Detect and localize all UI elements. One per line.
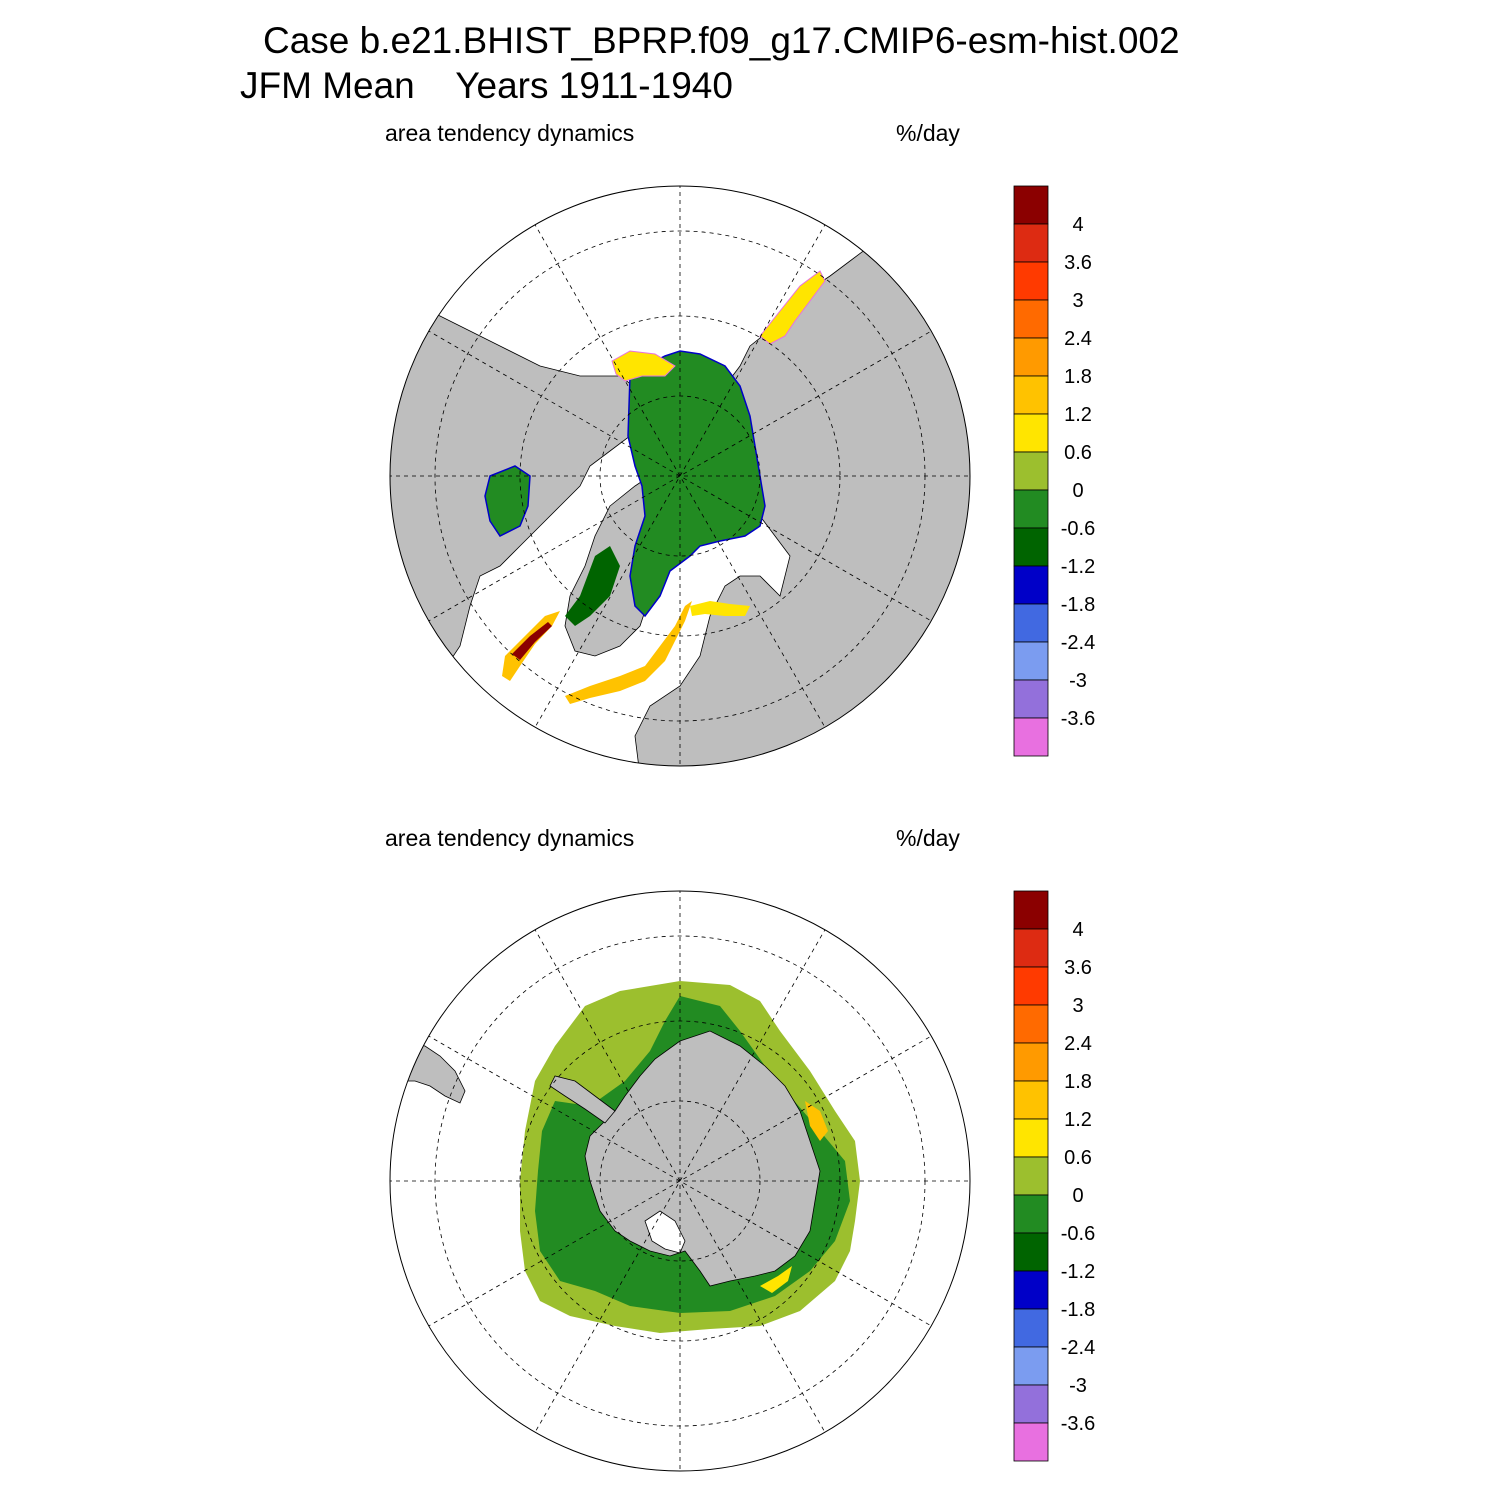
colorbar-tick-label: 0 — [1072, 1185, 1083, 1207]
colorbar-swatch — [1013, 1346, 1049, 1386]
colorbar-tick-label: 0 — [1072, 480, 1083, 502]
figure-title-line-2: JFM Mean Years 1911-1940 — [240, 65, 733, 106]
greenland-sea-ice-edge — [565, 601, 692, 704]
colorbar-tick-label: 3 — [1072, 290, 1083, 312]
panel-variable-label: area tendency dynamics — [385, 825, 635, 851]
graticule — [390, 186, 970, 766]
colorbar-tick-label: -2.4 — [1061, 632, 1095, 654]
colorbar-swatch — [1013, 890, 1049, 930]
colorbar-tick-label: -0.6 — [1061, 518, 1095, 540]
colorbar-tick-label: -3.6 — [1061, 1413, 1095, 1435]
colorbar-swatch — [1013, 1308, 1049, 1348]
colorbar-swatch — [1013, 1118, 1049, 1158]
ross-sea — [644, 1210, 686, 1254]
colorbar-tick-label: -3 — [1069, 670, 1087, 692]
colorbar-tick-label: 1.8 — [1064, 1071, 1092, 1093]
colorbar-swatch — [1013, 1156, 1049, 1196]
colorbar-swatch — [1013, 565, 1049, 605]
arctic-ice — [627, 350, 766, 618]
colorbar-tick-label: 0.6 — [1064, 1147, 1092, 1169]
barents-ice-edge — [690, 601, 750, 616]
colorbar-swatch — [1013, 1080, 1049, 1120]
panel-units-label: %/day — [896, 120, 960, 146]
colorbar-swatch — [1013, 489, 1049, 529]
colorbar-swatch — [1013, 1004, 1049, 1044]
hudson-bay — [484, 465, 531, 537]
map-boundary — [389, 890, 971, 1472]
south-polar-panel: area tendency dynamics %/day — [0, 815, 1500, 1500]
colorbar-swatch — [1013, 679, 1049, 719]
colorbar-tick-label: 1.2 — [1064, 404, 1092, 426]
ross-ice-increase — [760, 1266, 792, 1293]
colorbar-tick-label: -1.2 — [1061, 1261, 1095, 1283]
colorbar-swatch — [1013, 1194, 1049, 1234]
colorbar-tick-label: 1.8 — [1064, 366, 1092, 388]
colorbar-tick-label: 3.6 — [1064, 957, 1092, 979]
panel-variable-label: area tendency dynamics — [385, 120, 635, 146]
colorbar-swatch — [1013, 261, 1049, 301]
colorbar-swatch — [1013, 717, 1049, 757]
colorbar-tick-label: -2.4 — [1061, 1337, 1095, 1359]
colorbar-tick-label: 2.4 — [1064, 328, 1092, 350]
map-boundary — [389, 185, 971, 767]
colorbar-swatch — [1013, 1384, 1049, 1424]
baffin-bay-ice — [565, 546, 620, 626]
colorbar-tick-label: -3 — [1069, 1375, 1087, 1397]
colorbar-swatch — [1013, 966, 1049, 1006]
antarctic-peninsula — [549, 1075, 616, 1124]
colorbar-tick-label: 3.6 — [1064, 252, 1092, 274]
colorbar-tick-label: 0.6 — [1064, 442, 1092, 464]
figure-title-line-1: Case b.e21.BHIST_BPRP.f09_g17.CMIP6-esm-… — [263, 20, 1180, 61]
colorbar-north: 4 3.6 3 2.4 1.8 1.2 0.6 0 -0.6 -1.2 -1.8 -2.4 -3 -3.6 — [1013, 185, 1095, 757]
colorbar-swatch — [1013, 223, 1049, 263]
colorbar-swatch — [1013, 413, 1049, 453]
colorbar-tick-label: -1.8 — [1061, 1299, 1095, 1321]
colorbar-swatch — [1013, 1270, 1049, 1310]
colorbar-tick-label: -1.2 — [1061, 556, 1095, 578]
colorbar-tick-label: 4 — [1072, 919, 1083, 941]
colorbar-swatch — [1013, 375, 1049, 415]
colorbar-swatch — [1013, 299, 1049, 339]
colorbar-tick-label: -1.8 — [1061, 594, 1095, 616]
weddell-ice-increase — [805, 1101, 828, 1141]
colorbar-swatch — [1013, 451, 1049, 491]
graticule — [390, 891, 970, 1471]
colorbar-tick-label: -3.6 — [1061, 708, 1095, 730]
colorbar-swatch — [1013, 641, 1049, 681]
panel-units-label: %/day — [896, 825, 960, 851]
north-polar-panel: area tendency dynamics %/day — [0, 110, 1500, 790]
colorbar-tick-label: 1.2 — [1064, 1109, 1092, 1131]
colorbar-swatch — [1013, 928, 1049, 968]
colorbar-swatch — [1013, 603, 1049, 643]
colorbar-tick-label: -0.6 — [1061, 1223, 1095, 1245]
colorbar-tick-label: 3 — [1072, 995, 1083, 1017]
colorbar-swatch — [1013, 185, 1049, 225]
okhotsk-sea-ice — [759, 270, 826, 345]
labrador-ice-edge-high — [512, 622, 552, 660]
colorbar-swatch — [1013, 1422, 1049, 1462]
colorbar-south: 4 3.6 3 2.4 1.8 1.2 0.6 0 -0.6 -1.2 -1.8 -2.4 -3 -3.6 — [1013, 890, 1095, 1462]
colorbar-swatch — [1013, 527, 1049, 567]
colorbar-tick-label: 4 — [1072, 214, 1083, 236]
bering-sea-ice — [611, 350, 676, 382]
colorbar-tick-label: 2.4 — [1064, 1033, 1092, 1055]
colorbar-swatch — [1013, 1042, 1049, 1082]
north-polar-map — [389, 185, 971, 767]
colorbar-swatch — [1013, 337, 1049, 377]
south-polar-map — [389, 890, 971, 1472]
colorbar-swatch — [1013, 1232, 1049, 1272]
